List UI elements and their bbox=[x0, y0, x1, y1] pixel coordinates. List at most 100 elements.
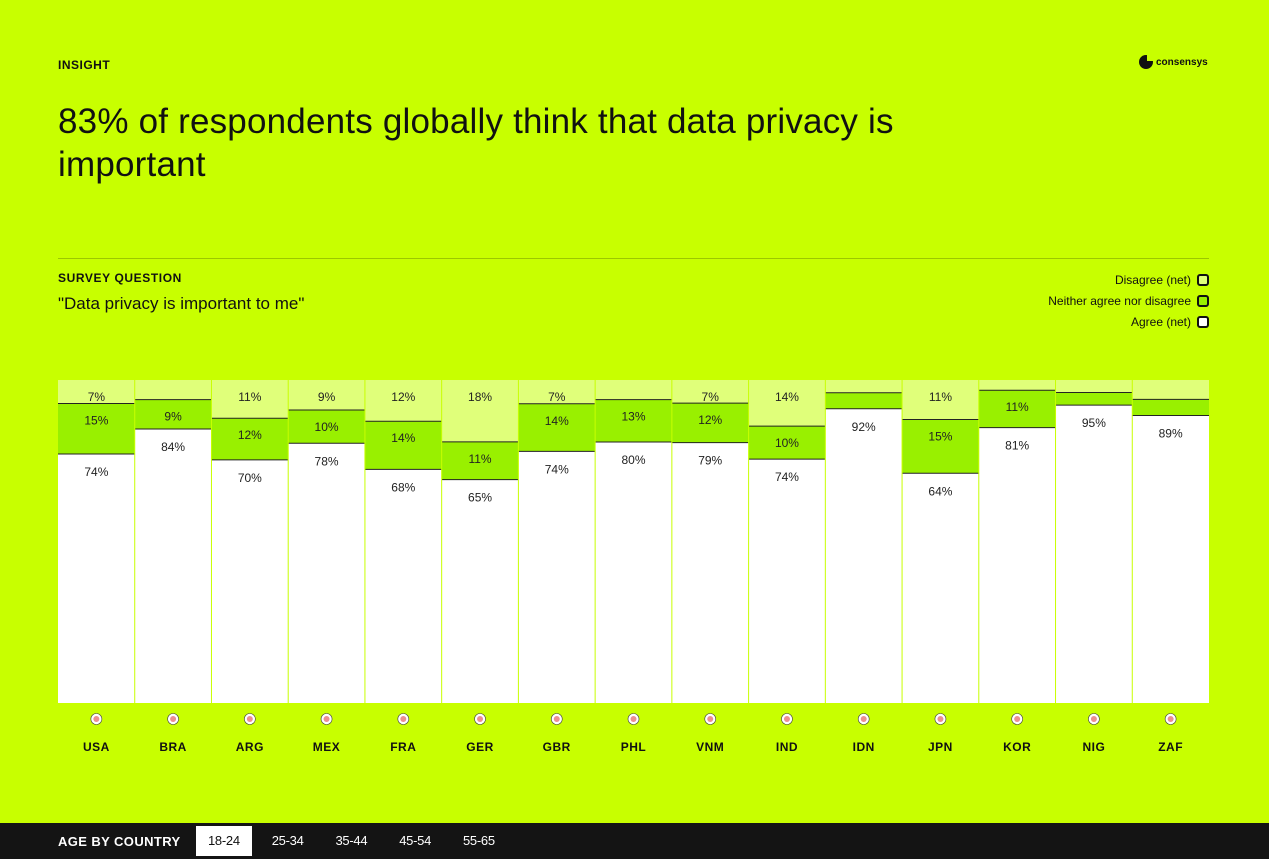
legend-item-neither: Neither agree nor disagree bbox=[1048, 294, 1209, 308]
data-label-neither-jpn: 15% bbox=[928, 429, 952, 443]
uk-flag-icon-detail bbox=[553, 716, 560, 722]
bar-neither-mex bbox=[288, 409, 365, 444]
legend-label-disagree: Disagree (net) bbox=[1114, 273, 1191, 287]
legend-item-disagree: Disagree (net) bbox=[1115, 273, 1209, 287]
bar-agree-bra bbox=[134, 428, 212, 703]
data-label-neither-mex: 10% bbox=[315, 420, 339, 434]
data-label-neither-gbr: 14% bbox=[545, 414, 569, 428]
bar-agree-phl bbox=[595, 441, 672, 703]
tab-55-65[interactable]: 55-65 bbox=[463, 833, 495, 848]
legend-swatch-agree bbox=[1197, 316, 1209, 328]
germany-flag-icon-detail bbox=[477, 716, 484, 722]
data-label-agree-vnm: 79% bbox=[698, 454, 722, 468]
legend-label-neither: Neither agree nor disagree bbox=[1048, 294, 1191, 308]
data-label-disagree-ind: 14% bbox=[775, 390, 799, 404]
data-label-neither-kor: 11% bbox=[1006, 400, 1029, 414]
category-label-ger: GER bbox=[466, 740, 494, 754]
data-label-agree-kor: 81% bbox=[1005, 439, 1029, 453]
data-label-neither-ind: 10% bbox=[775, 436, 799, 450]
chart-legend: Disagree (net) Neither agree nor disagre… bbox=[1048, 273, 1209, 329]
category-label-jpn: JPN bbox=[928, 740, 953, 754]
data-label-neither-phl: 13% bbox=[621, 410, 645, 424]
category-label-mex: MEX bbox=[313, 740, 341, 754]
south-africa-flag-icon-detail bbox=[1167, 716, 1174, 722]
data-label-neither-usa: 15% bbox=[84, 414, 108, 428]
tab-45-54[interactable]: 45-54 bbox=[399, 833, 431, 848]
legend-swatch-neither bbox=[1197, 295, 1209, 307]
category-label-nig: NIG bbox=[1082, 740, 1105, 754]
bar-agree-fra bbox=[364, 469, 442, 703]
age-by-country-label: AGE BY COUNTRY bbox=[58, 834, 181, 849]
bar-disagree-arg bbox=[211, 380, 289, 419]
bar-neither-fra bbox=[364, 421, 442, 470]
korea-flag-icon-detail bbox=[1014, 716, 1021, 722]
divider bbox=[58, 258, 1209, 259]
bar-disagree-usa bbox=[58, 380, 135, 404]
us-flag-icon-detail bbox=[93, 716, 100, 722]
bar-disagree-jpn bbox=[902, 380, 979, 420]
india-flag-icon-detail bbox=[783, 716, 790, 722]
data-label-disagree-ger: 18% bbox=[468, 390, 492, 404]
data-label-disagree-jpn: 11% bbox=[929, 390, 952, 404]
tab-35-44[interactable]: 35-44 bbox=[335, 833, 368, 848]
brand-logo: consensys bbox=[1139, 55, 1208, 69]
brand-name: consensys bbox=[1156, 56, 1208, 68]
age-by-country-bar: AGE BY COUNTRY 18-24 25-34 35-44 45-54 5… bbox=[0, 823, 1269, 859]
bar-disagree-zaf bbox=[1132, 380, 1209, 400]
data-label-agree-bra: 84% bbox=[161, 440, 185, 454]
philippines-flag-icon-detail bbox=[630, 716, 637, 722]
category-label-zaf: ZAF bbox=[1158, 740, 1183, 754]
bar-neither-phl bbox=[595, 399, 672, 442]
category-label-kor: KOR bbox=[1003, 740, 1031, 754]
data-label-neither-vnm: 12% bbox=[698, 413, 722, 427]
category-label-phl: PHL bbox=[621, 740, 647, 754]
category-label-fra: FRA bbox=[390, 740, 416, 754]
bar-agree-gbr bbox=[518, 451, 596, 703]
category-label-idn: IDN bbox=[853, 740, 875, 754]
bar-agree-zaf bbox=[1132, 415, 1209, 703]
bar-agree-mex bbox=[288, 443, 365, 703]
bar-disagree-idn bbox=[825, 380, 903, 393]
bar-neither-zaf bbox=[1132, 399, 1209, 416]
bar-agree-kor bbox=[978, 427, 1056, 703]
mexico-flag-icon-detail bbox=[323, 716, 330, 722]
consensys-logo-icon bbox=[1139, 55, 1153, 69]
data-label-agree-jpn: 64% bbox=[928, 484, 952, 498]
data-label-agree-idn: 92% bbox=[852, 420, 876, 434]
bar-disagree-fra bbox=[364, 380, 442, 422]
bar-disagree-phl bbox=[595, 380, 672, 400]
bar-disagree-mex bbox=[288, 380, 365, 410]
category-label-ind: IND bbox=[776, 740, 798, 754]
bar-agree-ind bbox=[748, 459, 826, 703]
bar-agree-jpn bbox=[902, 473, 979, 703]
data-label-agree-ger: 65% bbox=[468, 491, 492, 505]
data-label-neither-ger: 11% bbox=[468, 452, 491, 466]
bar-disagree-bra bbox=[134, 380, 212, 400]
tab-25-34[interactable]: 25-34 bbox=[271, 833, 304, 848]
data-label-neither-arg: 12% bbox=[238, 428, 262, 442]
bar-neither-jpn bbox=[902, 419, 979, 474]
page-title: 83% of respondents globally think that d… bbox=[58, 102, 894, 184]
bar-neither-vnm bbox=[671, 403, 749, 443]
tab-18-24[interactable]: 18-24 bbox=[196, 826, 252, 856]
bar-neither-usa bbox=[58, 403, 135, 455]
brazil-flag-icon-detail bbox=[170, 716, 177, 722]
data-label-agree-ind: 74% bbox=[775, 470, 799, 484]
bar-disagree-kor bbox=[978, 380, 1056, 391]
data-label-agree-phl: 80% bbox=[621, 453, 645, 467]
legend-label-agree: Agree (net) bbox=[1130, 315, 1191, 329]
survey-question-label: SURVEY QUESTION bbox=[58, 271, 182, 285]
insight-eyebrow: INSIGHT bbox=[58, 58, 111, 72]
data-label-disagree-vnm: 7% bbox=[702, 390, 720, 404]
data-label-agree-fra: 68% bbox=[391, 480, 415, 494]
bar-neither-kor bbox=[978, 390, 1056, 428]
data-label-agree-usa: 74% bbox=[84, 465, 108, 479]
data-label-agree-arg: 70% bbox=[238, 471, 262, 485]
age-tabs: 18-24 25-34 35-44 45-54 55-65 bbox=[196, 826, 515, 856]
bar-disagree-nig bbox=[1055, 380, 1133, 393]
bar-neither-nig bbox=[1055, 392, 1133, 406]
bar-neither-ind bbox=[748, 426, 826, 460]
data-label-agree-zaf: 89% bbox=[1159, 427, 1183, 441]
nigeria-flag-icon-detail bbox=[1090, 716, 1097, 722]
bar-neither-arg bbox=[211, 418, 289, 460]
